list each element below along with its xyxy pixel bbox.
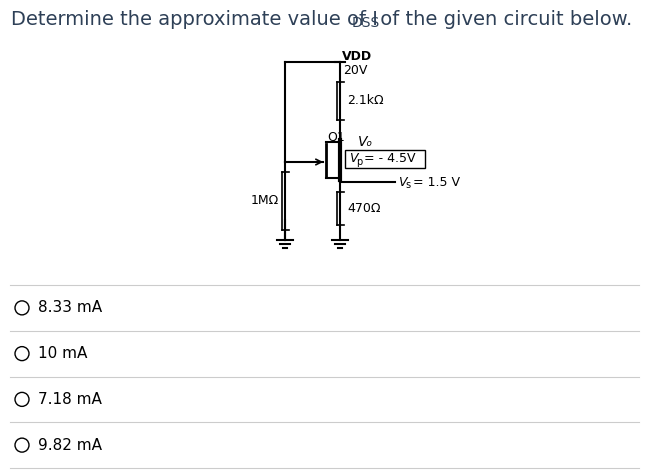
Text: 9.82 mA: 9.82 mA bbox=[38, 438, 102, 453]
Text: = 1.5 V: = 1.5 V bbox=[409, 175, 460, 189]
Text: 1MΩ: 1MΩ bbox=[251, 194, 279, 208]
Text: s: s bbox=[405, 180, 410, 190]
Text: 8.33 mA: 8.33 mA bbox=[38, 300, 102, 315]
Text: 20V: 20V bbox=[343, 64, 367, 77]
Text: 2.1kΩ: 2.1kΩ bbox=[347, 95, 384, 107]
Text: of the given circuit below.: of the given circuit below. bbox=[374, 10, 632, 29]
Text: DSS: DSS bbox=[352, 16, 380, 30]
Text: p: p bbox=[356, 157, 362, 167]
Text: V: V bbox=[398, 175, 406, 189]
Circle shape bbox=[15, 301, 29, 315]
Circle shape bbox=[15, 393, 29, 406]
Circle shape bbox=[15, 347, 29, 360]
Text: 10 mA: 10 mA bbox=[38, 346, 88, 361]
Text: Vₒ: Vₒ bbox=[358, 135, 373, 149]
Text: = - 4.5V: = - 4.5V bbox=[360, 152, 415, 166]
Text: Determine the approximate value of I: Determine the approximate value of I bbox=[11, 10, 378, 29]
Circle shape bbox=[15, 438, 29, 452]
Text: 470Ω: 470Ω bbox=[347, 202, 380, 215]
Text: Q1: Q1 bbox=[327, 131, 345, 144]
Text: V: V bbox=[349, 152, 358, 166]
Text: 7.18 mA: 7.18 mA bbox=[38, 392, 102, 407]
Text: VDD: VDD bbox=[342, 50, 372, 63]
FancyBboxPatch shape bbox=[345, 150, 425, 168]
